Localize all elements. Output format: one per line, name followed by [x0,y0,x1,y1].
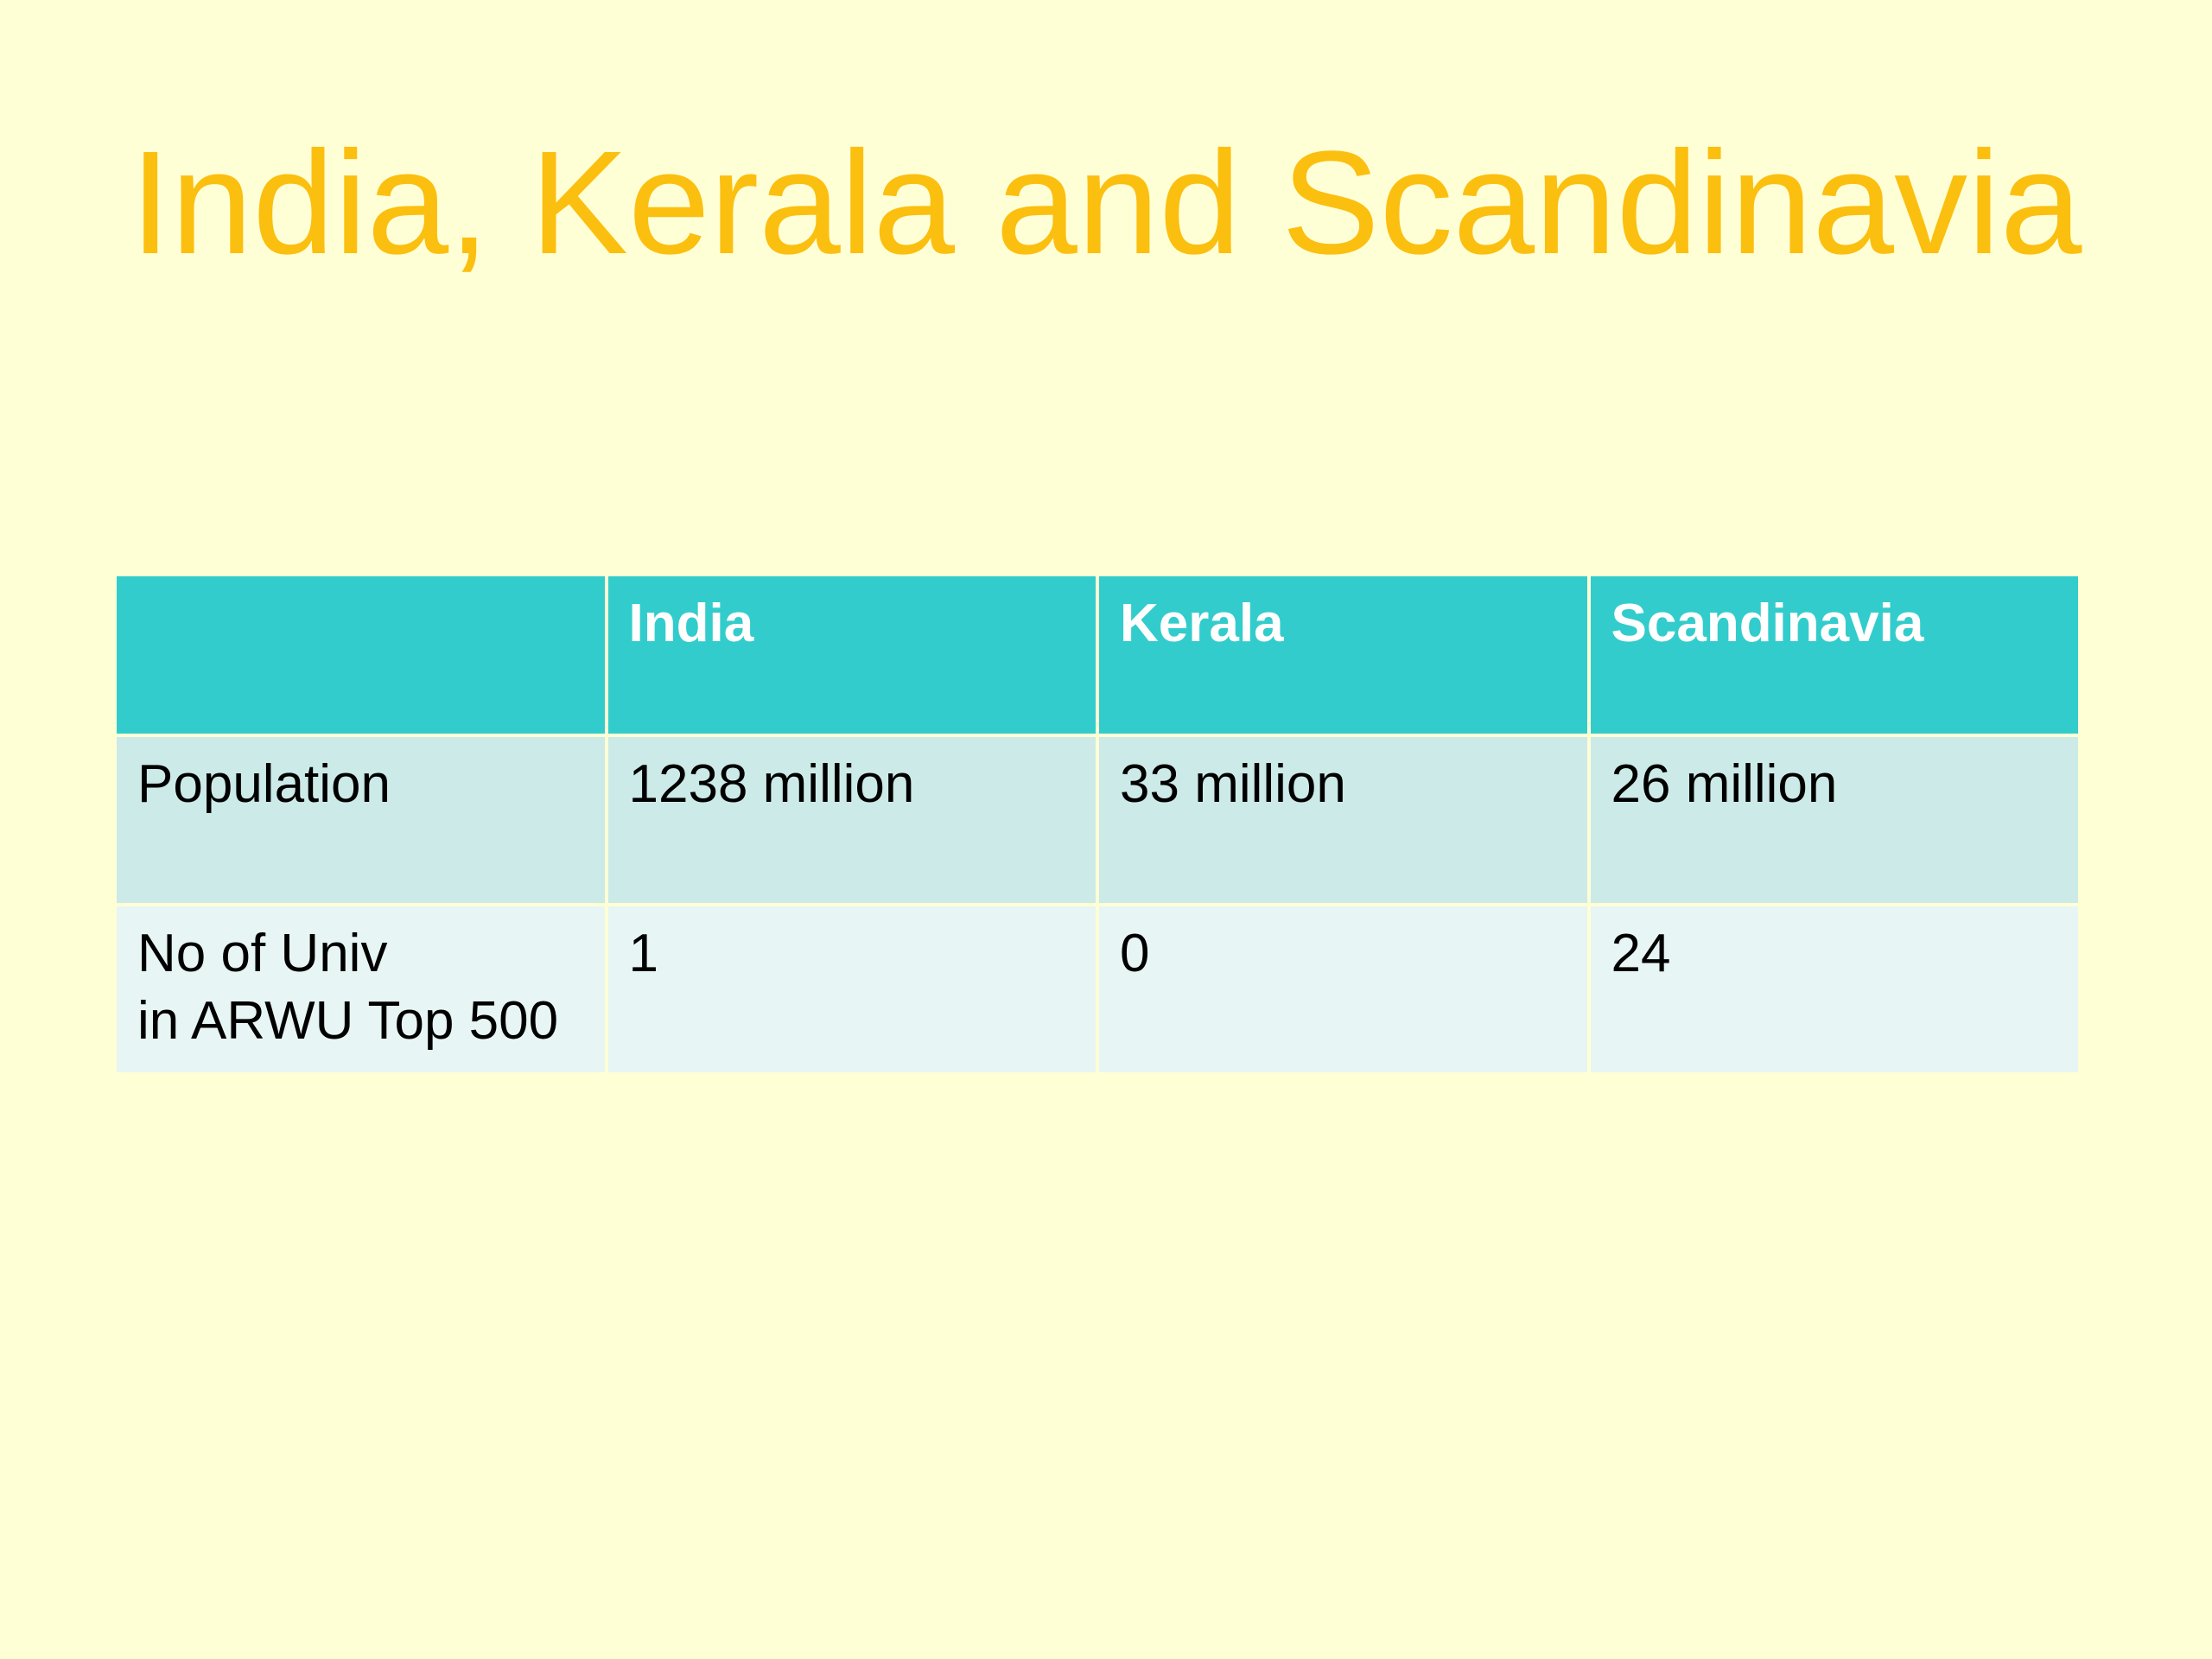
data-table: India Kerala Scandinavia Population 1238 … [113,573,2082,1076]
table-cell: 1 [604,903,1099,1076]
table-header: India Kerala Scandinavia [113,573,2082,737]
table-body: Population 1238 million 33 million 26 milli… [113,734,2082,1076]
table-cell: 24 [1586,903,2082,1076]
table-cell: 26 million [1586,734,2082,906]
table-row: No of Univ in ARWU Top 500 1 0 24 [113,903,2082,1076]
header-cell: Kerala [1096,573,1591,737]
table-cell: 33 million [1096,734,1591,906]
row-label: No of Univ in ARWU Top 500 [113,903,608,1076]
header-row: India Kerala Scandinavia [113,573,2082,737]
table-row: Population 1238 million 33 million 26 milli… [113,734,2082,906]
header-cell [113,573,608,737]
slide-title: India, Kerala and Scandinavia [130,121,2082,285]
table-cell: 1238 million [604,734,1099,906]
table-cell: 0 [1096,903,1591,1076]
header-cell: Scandinavia [1586,573,2082,737]
row-label: Population [113,734,608,906]
header-cell: India [604,573,1099,737]
